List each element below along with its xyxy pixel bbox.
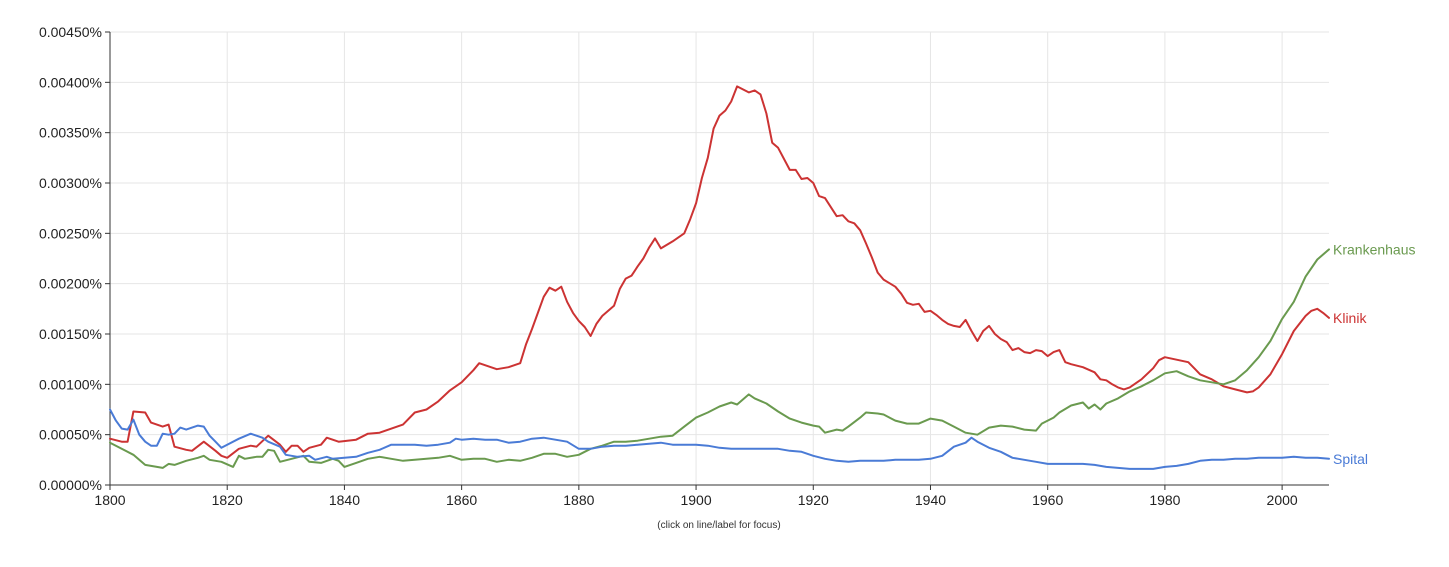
axis-layer: 0.00000% 0.00050% 0.00100% 0.00150% 0.00200%… [39, 24, 1329, 508]
x-tick-label: 2000 [1267, 492, 1298, 508]
y-tick-label: 0.00400% [39, 74, 102, 90]
x-tick-label: 1820 [212, 492, 243, 508]
y-tick-label: 0.00200% [39, 276, 102, 292]
x-tick-label: 1980 [1149, 492, 1180, 508]
y-tick-label: 0.00300% [39, 175, 102, 191]
y-tick-label: 0.00100% [39, 376, 102, 392]
series-line-krankenhaus[interactable] [109, 248, 1330, 469]
y-tick-label: 0.00000% [39, 477, 102, 493]
x-tick-label: 1800 [94, 492, 125, 508]
x-tick-label: 1860 [446, 492, 477, 508]
x-tick-label: 1940 [915, 492, 946, 508]
y-tick-label: 0.00350% [39, 125, 102, 141]
series-label-spital[interactable]: Spital [1333, 451, 1368, 467]
series-line-spital[interactable] [109, 408, 1330, 470]
grid-layer [110, 31, 1329, 485]
focus-hint-footnote: (click on line/label for focus) [657, 520, 780, 531]
x-tick-label: 1840 [329, 492, 360, 508]
series-layer [109, 85, 1330, 470]
x-tick-label: 1880 [563, 492, 594, 508]
x-tick-label: 1960 [1032, 492, 1063, 508]
x-tick-label: 1920 [798, 492, 829, 508]
y-tick-label: 0.00050% [39, 427, 102, 443]
label-layer: Klinik Krankenhaus Spital [1333, 241, 1416, 466]
y-tick-label: 0.00150% [39, 326, 102, 342]
y-tick-label: 0.00450% [39, 24, 102, 40]
series-label-krankenhaus[interactable]: Krankenhaus [1333, 241, 1416, 257]
y-tick-label: 0.00250% [39, 225, 102, 241]
series-label-klinik[interactable]: Klinik [1333, 310, 1367, 326]
series-line-klinik[interactable] [109, 85, 1330, 459]
x-tick-label: 1900 [680, 492, 711, 508]
